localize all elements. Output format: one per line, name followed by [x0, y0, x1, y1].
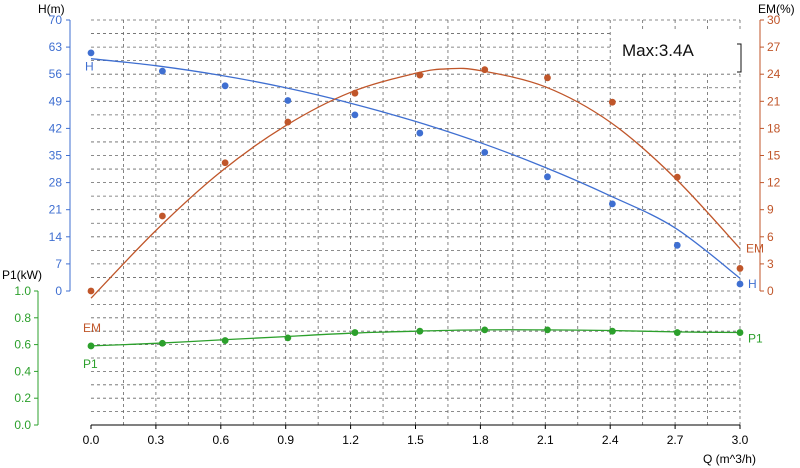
series-curves: [90, 58, 741, 347]
em-axis-title: EM(%): [758, 2, 795, 16]
h-data-point: [673, 241, 681, 249]
em-data-point: [736, 265, 744, 272]
em-tick-label: 27: [767, 40, 781, 54]
p1-series-label: P1: [83, 357, 98, 371]
h-series-label: H: [85, 60, 94, 74]
p1-tick-label: 0.0: [14, 418, 31, 432]
p1-data-point: [544, 326, 551, 334]
em-data-point: [544, 74, 551, 82]
h-data-point: [481, 149, 489, 156]
h-tick-label: 35: [49, 149, 63, 163]
x-tick-label: 0.0: [83, 433, 100, 447]
p1-tick-label: 0.4: [14, 364, 31, 378]
p1-tick-label: 1.0: [14, 284, 31, 298]
p1-data-point: [673, 329, 681, 336]
p1-series-label: P1: [748, 332, 763, 346]
em-tick-label: 24: [767, 67, 781, 81]
p1-data-point: [416, 327, 424, 335]
p1-data-point: [608, 327, 616, 335]
h-data-point: [158, 67, 166, 75]
x-tick-label: 0.3: [148, 433, 165, 447]
em-data-point: [608, 98, 616, 106]
h-tick-label: 7: [55, 257, 62, 271]
x-tick-label: 1.2: [342, 433, 359, 447]
em-tick-label: 3: [767, 257, 774, 271]
annotation-box: Max:3.4A: [613, 30, 742, 73]
h-tick-label: 56: [49, 67, 63, 81]
grid: [91, 19, 741, 425]
p1-tick-label: 0.2: [14, 391, 31, 405]
em-data-point: [351, 89, 359, 97]
series-labels: H H EM EM P1 P1: [83, 60, 764, 371]
h-data-point: [221, 82, 229, 90]
h-axis-title: H(m): [38, 2, 65, 16]
em-data-point: [284, 118, 292, 126]
x-tick-label: 2.7: [667, 433, 684, 447]
h-data-point: [87, 49, 95, 57]
x-tick-label: 0.6: [212, 433, 229, 447]
axes: [34, 19, 764, 429]
em-data-point: [221, 159, 229, 167]
series-points: [87, 49, 744, 350]
h-tick-label: 28: [49, 176, 63, 190]
em-series-line: [90, 67, 741, 299]
x-axis-title: Q (m^3/h): [703, 452, 756, 466]
max-current-annotation: Max:3.4A: [622, 41, 694, 60]
em-tick-label: 0: [767, 284, 774, 298]
p1-tick-label: 0.6: [14, 338, 31, 352]
em-tick-label: 6: [767, 230, 774, 244]
em-data-point: [416, 71, 424, 79]
p1-data-point: [481, 326, 489, 334]
p1-series-line: [90, 329, 741, 347]
p1-tick-label: 0.8: [14, 311, 31, 325]
em-data-point: [87, 287, 95, 295]
h-series-line: [90, 58, 741, 279]
em-data-point: [673, 173, 681, 181]
h-tick-label: 49: [49, 94, 63, 108]
p1-data-point: [284, 334, 292, 342]
x-tick-label: 3.0: [732, 433, 749, 447]
em-tick-label: 9: [767, 203, 774, 217]
p1-data-point: [221, 337, 229, 344]
x-tick-label: 1.5: [407, 433, 424, 447]
p1-data-point: [736, 329, 744, 336]
em-series-label: EM: [83, 321, 101, 335]
em-tick-label: 12: [767, 176, 781, 190]
h-data-point: [351, 111, 359, 119]
em-tick-label: 21: [767, 94, 781, 108]
em-tick-label: 30: [767, 13, 781, 27]
em-series-label: EM: [746, 242, 764, 256]
h-series-label: H: [748, 277, 757, 291]
h-tick-label: 42: [49, 121, 63, 135]
x-tick-label: 2.4: [602, 433, 619, 447]
tick-labels: 0.0 0.3 0.6 0.9 1.2 1.5 1.8 2.1 2.4 2.7 3.0 0 7 14 21 2…: [14, 13, 780, 447]
h-tick-label: 70: [49, 13, 63, 27]
p1-data-point: [87, 342, 95, 350]
h-tick-label: 0: [55, 284, 62, 298]
em-tick-label: 18: [767, 121, 781, 135]
p1-data-point: [351, 329, 359, 336]
h-data-point: [736, 280, 744, 288]
x-tick-label: 1.8: [472, 433, 489, 447]
h-tick-label: 14: [49, 230, 63, 244]
p1-data-point: [158, 339, 166, 347]
h-data-point: [544, 173, 551, 181]
h-data-point: [284, 97, 292, 104]
em-data-point: [158, 212, 166, 220]
em-tick-label: 15: [767, 149, 781, 163]
x-tick-label: 0.9: [277, 433, 294, 447]
p1-axis-title: P1(kW): [2, 268, 42, 282]
h-tick-label: 63: [49, 40, 63, 54]
h-tick-label: 21: [49, 203, 63, 217]
x-tick-label: 2.1: [537, 433, 554, 447]
em-data-point: [481, 66, 489, 74]
h-data-point: [608, 200, 616, 208]
h-data-point: [416, 129, 424, 137]
